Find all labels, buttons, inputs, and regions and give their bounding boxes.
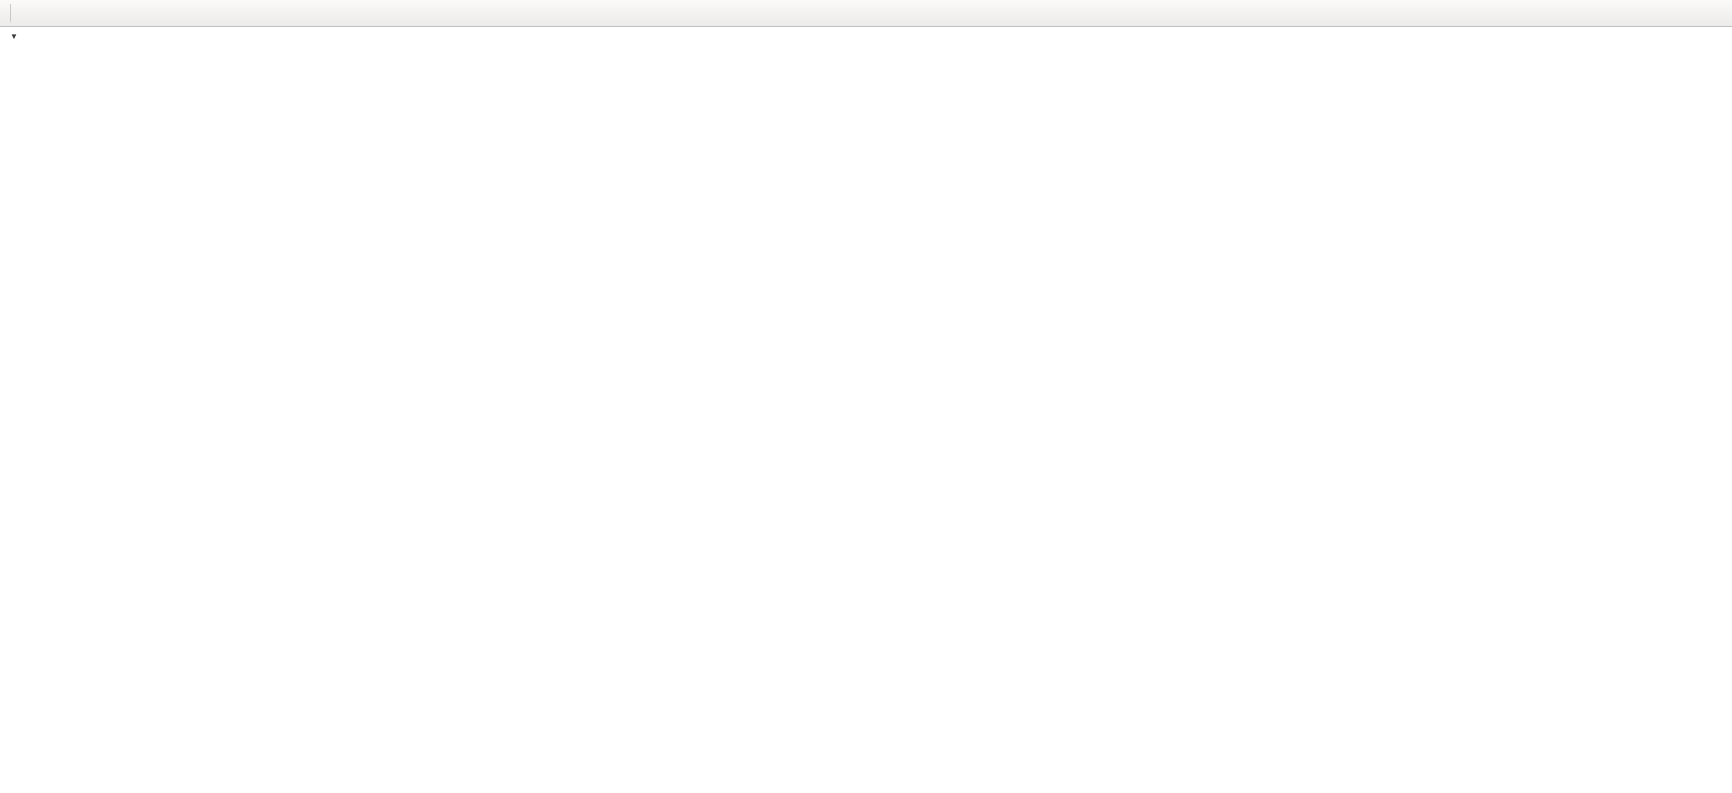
toolbar-separator: [10, 4, 11, 22]
toolbar: [0, 0, 1732, 27]
chart-ohlc-readout: ▼: [10, 33, 30, 41]
macd-indicator-label: [8, 484, 18, 496]
collapse-triangle-icon[interactable]: ▼: [10, 32, 18, 41]
time-axis[interactable]: [0, 766, 1732, 793]
price-axis[interactable]: [1670, 0, 1732, 793]
rsi-indicator-label: [8, 631, 13, 643]
